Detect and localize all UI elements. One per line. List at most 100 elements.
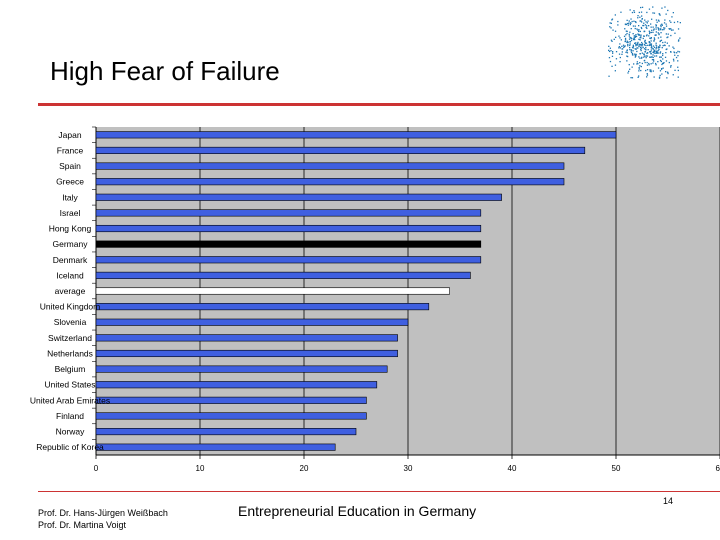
logo-dot (665, 60, 668, 62)
logo-dot (651, 47, 653, 49)
logo-dot (639, 43, 642, 46)
logo-dot (663, 22, 666, 24)
logo-dot (612, 51, 614, 53)
y-category-label-17: United Arab Emirates (30, 395, 110, 405)
bar-11 (95, 303, 430, 311)
logo-dot (625, 30, 627, 32)
logo-dot (611, 65, 613, 67)
logo-dot (626, 41, 628, 44)
logo-dot (652, 70, 654, 72)
logo-dot (667, 9, 669, 12)
logo-dot (670, 29, 673, 31)
logo-dot (660, 56, 662, 58)
logo-dot (658, 48, 660, 51)
logo-dot (653, 51, 655, 53)
logo-dot (635, 21, 637, 24)
logo-dot (641, 21, 643, 23)
logo-dot (610, 50, 612, 52)
logo-dot (638, 56, 640, 58)
logo-dot (653, 12, 656, 14)
logo-dot (659, 70, 662, 72)
logo-dot (621, 53, 623, 55)
y-category-label-12: Slovenia (54, 317, 87, 327)
logo-dot (643, 48, 646, 50)
logo-dot (650, 23, 652, 25)
logo-dot (618, 53, 621, 55)
footer-divider (38, 491, 720, 492)
logo-dot (634, 35, 637, 38)
logo-dot (651, 56, 653, 58)
logo-dot (608, 45, 610, 47)
y-category-label-19: Norway (56, 427, 86, 437)
logo-dot (638, 30, 640, 33)
logo-dot (655, 50, 658, 52)
logo-dot (628, 64, 630, 66)
logo-dot (626, 30, 628, 32)
logo-dot (629, 48, 631, 51)
logo-dot (634, 56, 636, 58)
logo-dot (624, 28, 626, 30)
bar-17 (95, 396, 367, 404)
logo-dot (608, 49, 610, 51)
logo-dot (637, 41, 639, 44)
logo-dot (644, 61, 646, 64)
logo-dot (661, 23, 663, 25)
bar-2 (95, 162, 565, 170)
logo-dot (624, 23, 627, 25)
logo-dot (653, 28, 655, 30)
logo-dot (659, 14, 661, 16)
y-category-label-9: Iceland (56, 270, 84, 280)
logo-dot (674, 54, 676, 56)
logo-dot (659, 74, 661, 77)
logo-dot (656, 52, 658, 54)
y-category-label-7: Germany (53, 239, 89, 249)
logo-dot (639, 36, 641, 39)
logo-dot (625, 23, 627, 26)
logo-dot (644, 24, 647, 26)
logo-dot (648, 8, 651, 10)
logo-dot (665, 48, 667, 51)
logo-dot (619, 37, 621, 39)
bar-0 (95, 131, 617, 139)
logo-dot (631, 52, 634, 55)
logo-dot (669, 28, 671, 30)
logo-dot (662, 62, 664, 65)
logo-dot (626, 50, 628, 52)
logo-dot (650, 44, 652, 46)
logo-dot (641, 27, 643, 30)
logo-dot (630, 39, 633, 42)
bar-16 (95, 381, 378, 389)
logo-dot (631, 66, 633, 68)
logo-dot (639, 45, 641, 47)
logo-dot (657, 28, 660, 30)
logo-dot (650, 37, 652, 40)
logo-dot (612, 52, 614, 54)
logo-dot (640, 69, 642, 72)
logo-dot (648, 62, 650, 65)
logo-dot (646, 76, 648, 78)
logo-dot (646, 25, 648, 27)
logo-dot (633, 20, 635, 22)
logo-dot (629, 43, 631, 45)
logo-dot (646, 22, 648, 24)
logo-dot (640, 34, 642, 36)
logo-dot (646, 73, 648, 75)
logo-dot (673, 51, 675, 53)
logo-dot (666, 36, 668, 39)
y-category-label-18: Finland (56, 411, 84, 421)
logo-dot (660, 28, 662, 30)
logo-dot (654, 38, 656, 40)
logo-dot (652, 31, 654, 33)
bar-9 (95, 271, 471, 279)
logo-dot (618, 47, 620, 49)
logo-dot (677, 21, 679, 23)
logo-dot (638, 75, 640, 77)
logo-dot (635, 34, 637, 36)
y-category-label-3: Greece (56, 177, 84, 187)
logo-dot (645, 21, 647, 23)
logo-dot (650, 47, 652, 49)
title-underline (38, 103, 720, 106)
logo-dot (662, 45, 664, 47)
logo-dot (641, 18, 643, 20)
logo-dot (635, 48, 637, 50)
